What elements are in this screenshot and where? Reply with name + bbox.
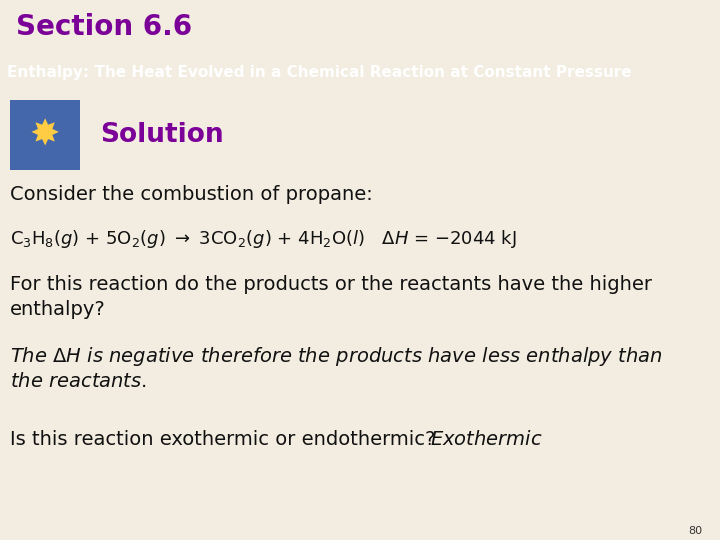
Text: enthalpy?: enthalpy? [10,300,106,319]
Text: $\it{the\ reactants.}$: $\it{the\ reactants.}$ [10,372,147,391]
Text: C$_3$H$_8$($g$) + 5O$_2$($g$) $\rightarrow$ 3CO$_2$($g$) + 4H$_2$O($l$)   $\Delt: C$_3$H$_8$($g$) + 5O$_2$($g$) $\rightarr… [10,228,517,250]
Text: Enthalpy: The Heat Evolved in a Chemical Reaction at Constant Pressure: Enthalpy: The Heat Evolved in a Chemical… [7,64,632,79]
Text: For this reaction do the products or the reactants have the higher: For this reaction do the products or the… [10,275,652,294]
Text: Consider the combustion of propane:: Consider the combustion of propane: [10,185,373,204]
Text: Section 6.6: Section 6.6 [16,13,192,41]
Bar [10,100,80,170]
Text: ✸: ✸ [30,118,60,152]
Text: Solution: Solution [100,122,224,148]
Text: $\it{Exothermic}$: $\it{Exothermic}$ [430,430,543,449]
Text: 80: 80 [688,526,702,536]
Text: The $\Delta\it{H}$ $\it{is\ negative\ therefore\ the\ products\ have\ less\ enth: The $\Delta\it{H}$ $\it{is\ negative\ th… [10,345,663,368]
Text: Is this reaction exothermic or endothermic?: Is this reaction exothermic or endotherm… [10,430,436,449]
